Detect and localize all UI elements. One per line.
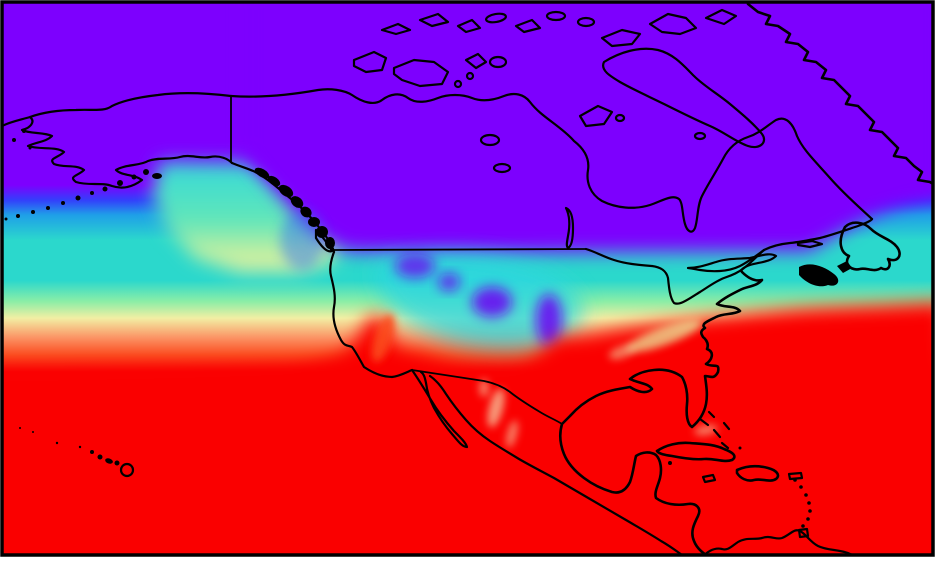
devon-island [600,28,642,48]
greenland-coastline [746,3,932,185]
cold-spot-idaho [438,273,460,291]
cold-spot-montana [395,254,435,278]
us-mexico-border-line [411,369,563,425]
great-bear-lake [479,133,501,147]
vancouver-island [314,228,334,253]
bering-strait-islands [12,129,32,150]
coastline-layer [3,3,932,554]
trinidad [797,527,810,539]
victoria-island [392,58,450,88]
warm-red-south-field [3,302,932,554]
alexander-archipelago [254,167,335,249]
southampton-island [578,104,614,128]
cold-purple-continent-field [245,3,932,253]
arctic-mainland-hudson-bay-coastline [229,88,874,233]
cold-spot-colorado [536,294,562,346]
bahamas [698,410,742,450]
baja-california [410,368,469,449]
hawaii-big-island [119,462,135,478]
prince-of-wales-island [464,52,488,70]
ellesmere-island [648,8,738,36]
panama-south-america-coastline [704,529,853,554]
canadian-arctic-archipelago [352,8,766,149]
mexico-highland-pale-spots [479,379,718,448]
appalachian-pale-streak [626,319,702,353]
pacific-coastline [329,250,414,379]
nova-scotia [799,264,839,287]
hawaiian-island-chain [19,427,135,478]
somerset-island [488,55,508,69]
alaska-coastline [3,92,234,189]
puerto-rico [787,471,804,481]
appalachian-pale-streak-2 [608,344,636,360]
newfoundland [839,221,901,272]
jamaica [701,473,717,484]
kodiak-island [152,173,162,179]
cape-breton [837,261,852,273]
great-lakes-shoreline [584,247,766,305]
great-slave-lake [492,162,512,174]
east-coast-gulf-coastline [558,270,764,554]
anticosti-island [796,239,824,249]
st-lawrence-south-shore-gaspe [686,248,778,274]
hispaniola [735,464,780,482]
lesser-antilles-arc [793,478,812,528]
aleutian-island-chain [4,169,162,221]
us-canada-border-line [333,248,587,251]
lake-winnipeg [564,206,575,250]
baffin-island [602,47,766,149]
inland-lakes [479,133,575,250]
cuba [655,441,736,463]
banks-island [352,50,388,74]
king-william-island [453,79,463,89]
isle-of-youth [668,461,672,465]
mexico-pacific-coastline [428,374,682,554]
central-valley-warm-tongue [371,314,395,362]
cold-spot-wyoming [472,287,512,317]
